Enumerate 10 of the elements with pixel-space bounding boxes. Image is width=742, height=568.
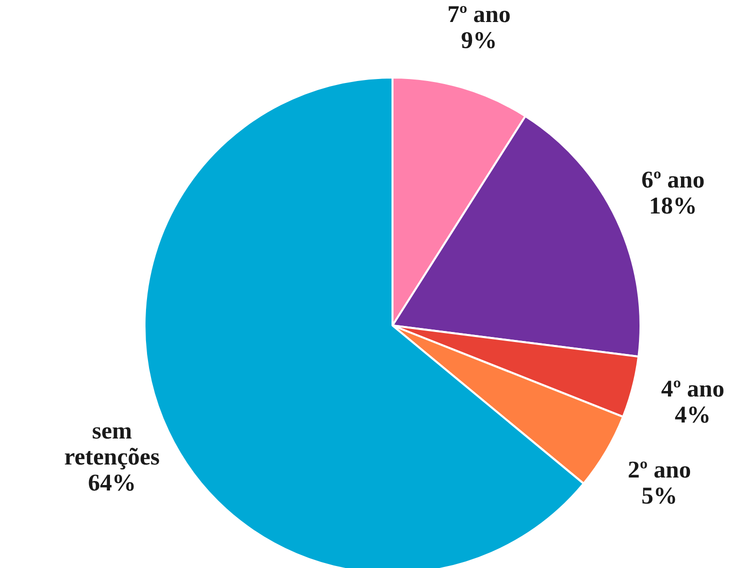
slice-label: 4º ano — [661, 376, 724, 403]
slice-label: 2º ano — [628, 457, 691, 484]
slice-label: 6º ano — [641, 168, 705, 194]
data-label: 64% — [88, 470, 136, 496]
data-label: 9% — [460, 28, 497, 54]
data-label: 4% — [674, 402, 711, 429]
slice-label: 7º ano — [447, 2, 511, 28]
slice-label: sem retenções — [64, 418, 160, 470]
data-label: 18% — [648, 194, 697, 220]
data-label: 5% — [641, 483, 678, 510]
